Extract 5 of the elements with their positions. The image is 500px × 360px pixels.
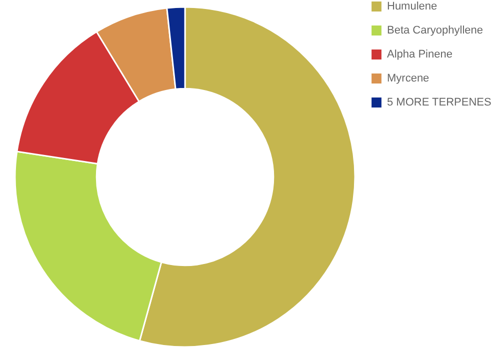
legend-label: Beta Caryophyllene (387, 24, 484, 36)
legend-label: 5 MORE TERPENES (387, 96, 492, 108)
legend-label: Humulene (387, 0, 438, 12)
legend-label: Myrcene (387, 72, 430, 84)
legend-label: Alpha Pinene (387, 48, 452, 60)
